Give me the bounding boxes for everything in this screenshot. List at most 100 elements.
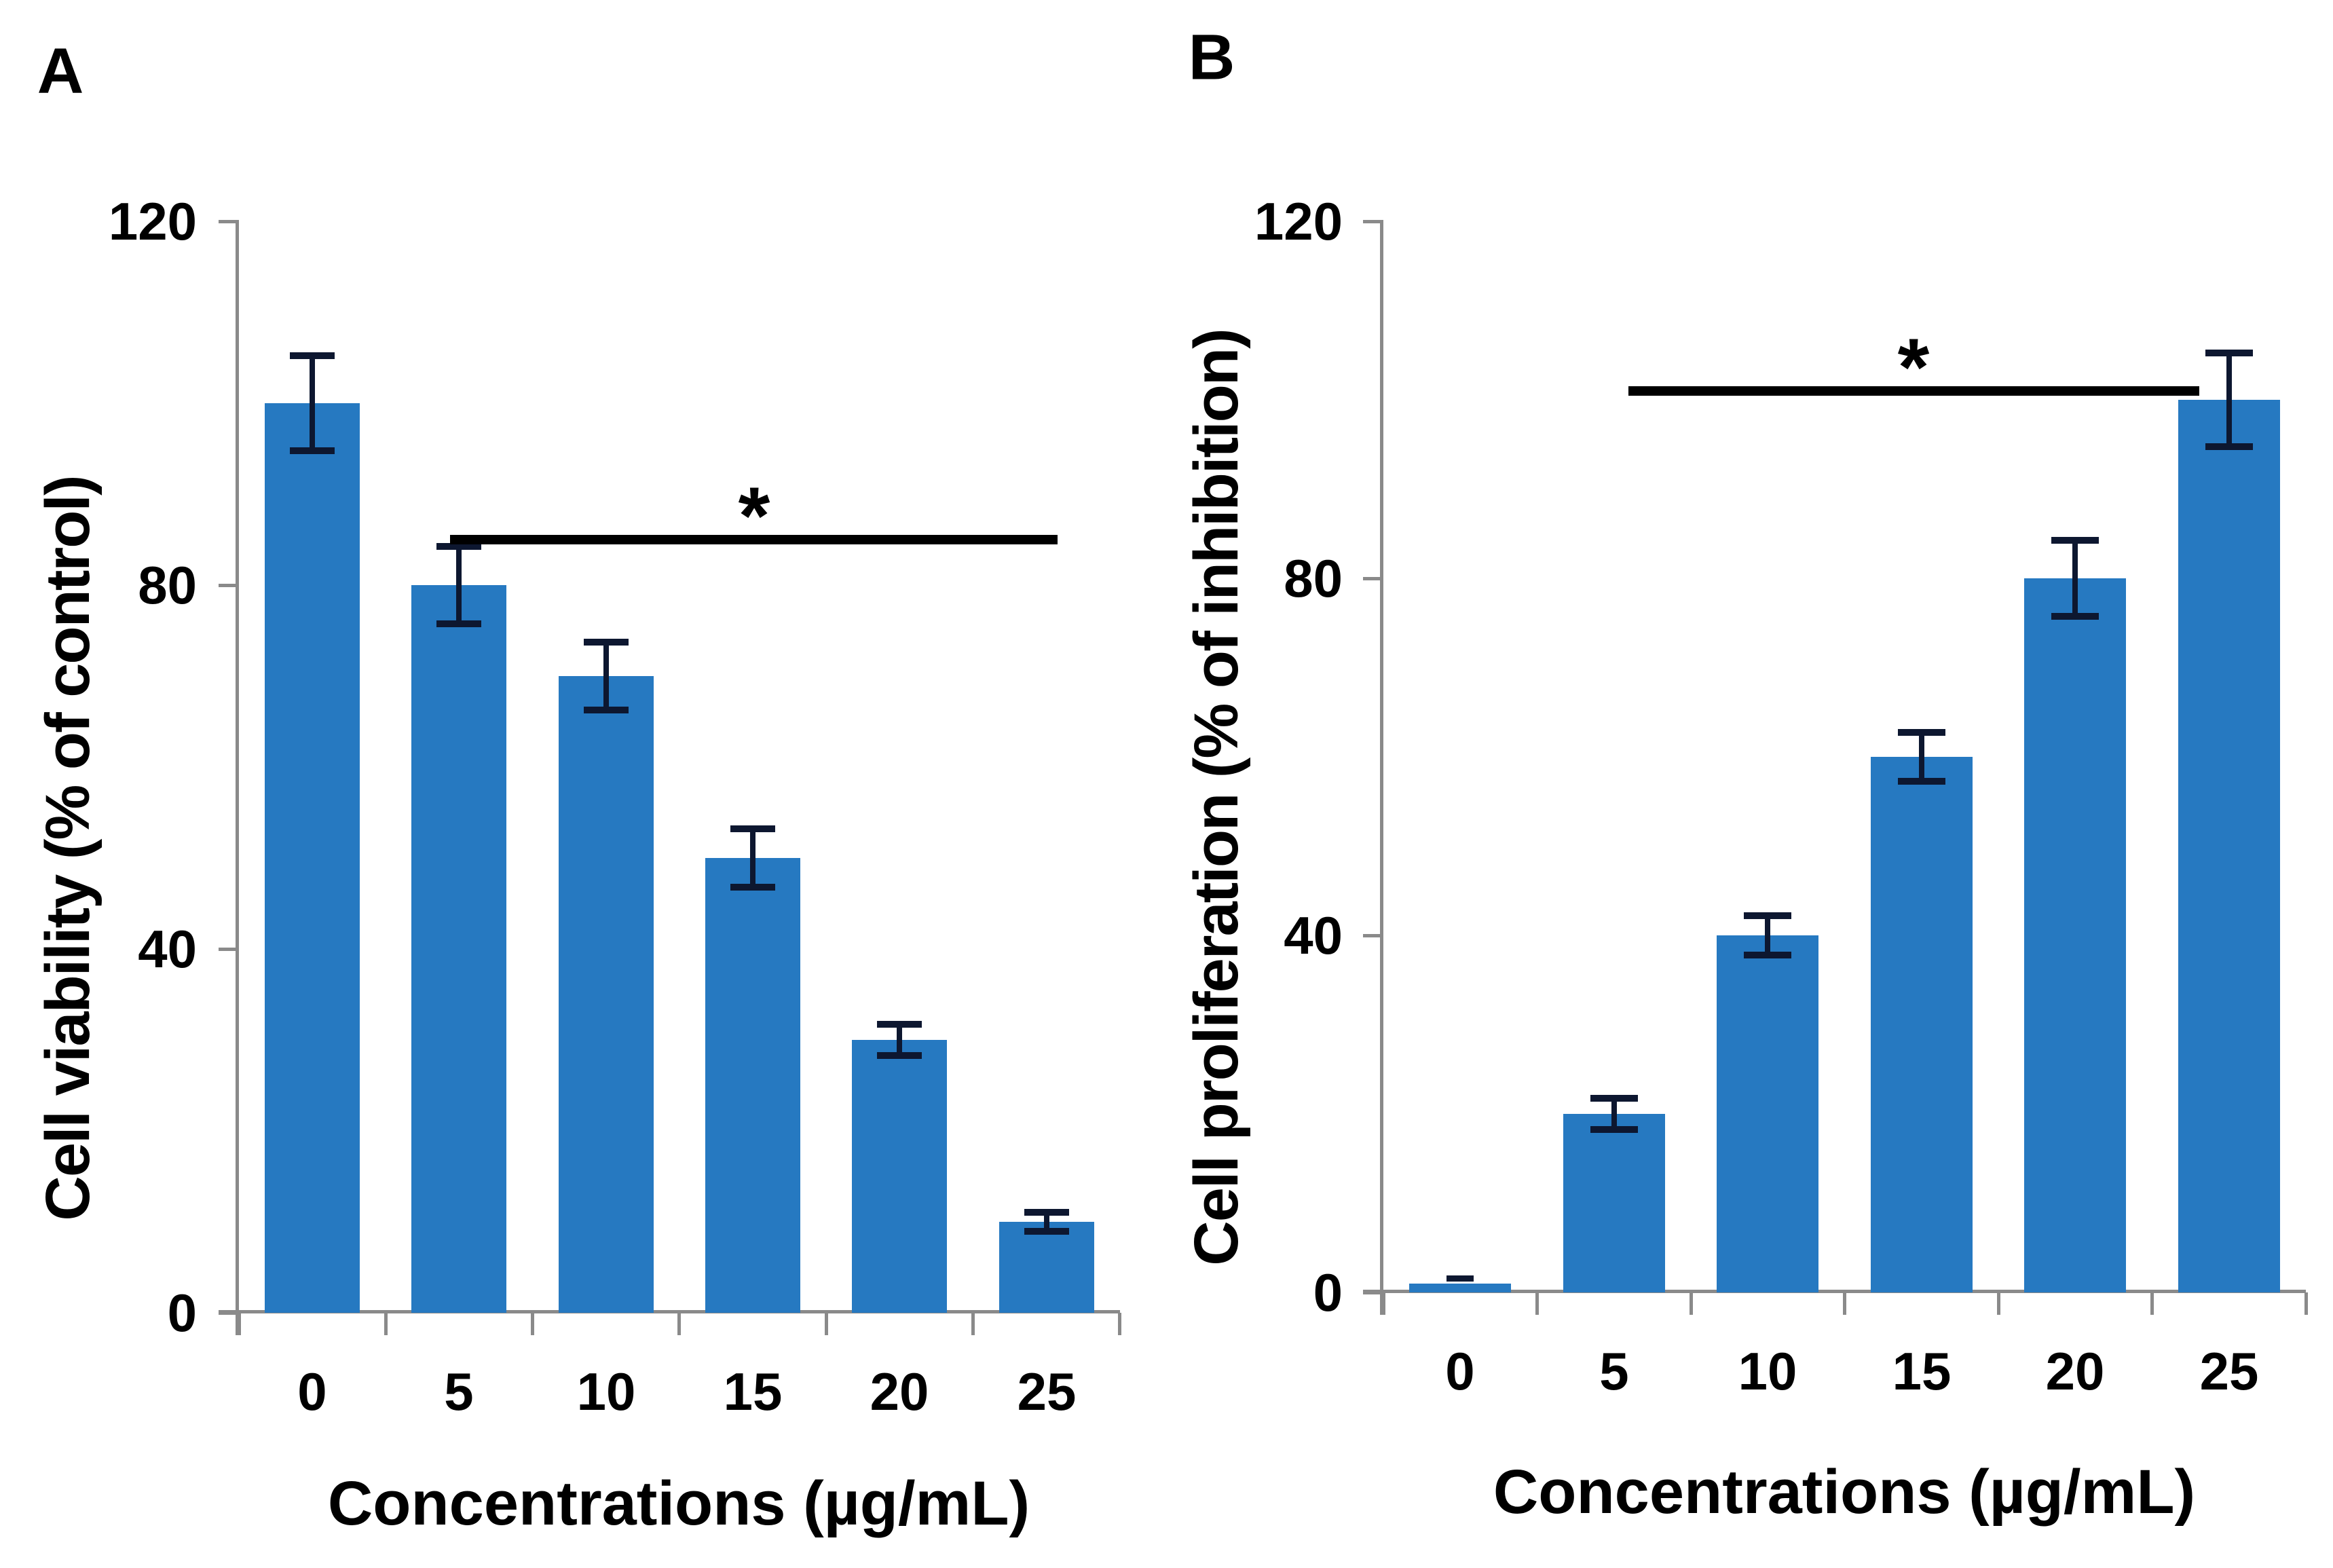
bar-5	[1563, 1114, 1665, 1292]
x-tick	[1118, 1313, 1121, 1335]
x-tick	[384, 1313, 388, 1335]
y-tick-label: 120	[1254, 191, 1343, 251]
bar-25	[999, 1222, 1094, 1313]
bar-20	[852, 1040, 947, 1313]
x-tick-label: 25	[1017, 1362, 1077, 1421]
error-bar-cap-top	[1744, 912, 1791, 919]
x-axis-line	[219, 1310, 1120, 1313]
bar-5	[411, 585, 506, 1313]
error-bar	[2226, 355, 2232, 445]
y-tick	[1363, 220, 1383, 223]
error-bar-cap-bottom	[1744, 952, 1791, 958]
error-bar	[1919, 734, 1924, 779]
bar-10	[559, 676, 654, 1313]
error-bar	[897, 1026, 902, 1053]
significance-line	[450, 535, 1058, 544]
significance-line	[1628, 386, 2199, 396]
error-bar	[1447, 1275, 1474, 1282]
x-tick	[2304, 1292, 2308, 1315]
bar-10	[1717, 935, 1818, 1292]
y-tick	[1363, 577, 1383, 580]
y-tick-label: 120	[108, 191, 197, 251]
error-bar-cap-bottom	[1024, 1228, 1069, 1235]
error-bar-cap-bottom	[290, 447, 335, 454]
error-bar-cap-bottom	[877, 1052, 922, 1059]
error-bar-cap-top	[1024, 1209, 1069, 1216]
error-bar	[1765, 918, 1770, 954]
error-bar	[1611, 1100, 1617, 1127]
bar-0	[1409, 1284, 1511, 1292]
error-bar	[2072, 542, 2078, 614]
error-bar-cap-top	[584, 639, 629, 646]
y-tick-label: 40	[1284, 906, 1343, 965]
x-tick-label: 0	[297, 1362, 327, 1421]
x-axis-line	[1363, 1290, 2306, 1293]
error-bar	[1044, 1214, 1049, 1229]
x-tick-label: 20	[2045, 1341, 2105, 1401]
y-tick	[219, 1311, 239, 1315]
y-axis-title: Cell proliferation (% of inhibition)	[1182, 329, 1251, 1266]
error-bar-cap-top	[877, 1021, 922, 1028]
x-axis-title: Concentrations (µg/mL)	[327, 1469, 1030, 1538]
x-tick	[1382, 1292, 1385, 1315]
x-tick-label: 15	[1892, 1341, 1952, 1401]
y-tick	[219, 584, 239, 587]
error-bar-cap-top	[1898, 729, 1945, 736]
error-bar-cap-top	[2205, 350, 2253, 356]
panel-label: A	[37, 35, 84, 107]
bar-15	[705, 858, 800, 1313]
x-tick	[825, 1313, 828, 1335]
x-tick-label: 5	[444, 1362, 474, 1421]
x-tick	[1843, 1292, 1846, 1315]
error-bar-cap-top	[1590, 1095, 1638, 1102]
y-tick-label: 0	[167, 1283, 197, 1343]
error-bar-cap-bottom	[730, 884, 775, 891]
y-tick	[219, 948, 239, 951]
error-bar-cap-top	[436, 543, 481, 550]
x-tick-label: 20	[870, 1362, 929, 1421]
x-tick	[531, 1313, 534, 1335]
error-bar	[310, 358, 315, 449]
y-axis-line	[1380, 221, 1383, 1315]
significance-asterisk: *	[1897, 322, 1930, 413]
error-bar-cap-top	[290, 352, 335, 359]
x-tick	[1535, 1292, 1539, 1315]
x-tick	[677, 1313, 681, 1335]
bar-0	[265, 403, 360, 1313]
bar-20	[2024, 578, 2126, 1292]
x-tick-label: 10	[1738, 1341, 1797, 1401]
error-bar-cap-bottom	[584, 707, 629, 713]
y-tick-label: 0	[1313, 1263, 1343, 1322]
x-tick	[2150, 1292, 2154, 1315]
y-tick	[219, 220, 239, 223]
y-tick	[1363, 1291, 1383, 1294]
error-bar-cap-bottom	[2205, 443, 2253, 450]
error-bar	[456, 548, 462, 621]
bar-25	[2178, 400, 2280, 1292]
error-bar-cap-top	[2051, 537, 2099, 544]
y-tick-label: 80	[138, 555, 197, 615]
error-bar-cap-bottom	[1898, 778, 1945, 785]
error-bar	[603, 644, 609, 708]
y-tick	[1363, 934, 1383, 937]
significance-asterisk: *	[738, 470, 770, 561]
error-bar-cap-bottom	[2051, 613, 2099, 620]
x-tick-label: 15	[723, 1362, 783, 1421]
bar-15	[1871, 757, 1973, 1292]
x-tick	[1997, 1292, 2000, 1315]
x-axis-title: Concentrations (µg/mL)	[1493, 1457, 2196, 1527]
x-tick	[1690, 1292, 1693, 1315]
error-bar	[750, 831, 755, 885]
y-axis-line	[236, 221, 239, 1335]
y-tick-label: 80	[1284, 548, 1343, 608]
x-tick-label: 25	[2199, 1341, 2259, 1401]
error-bar-cap-top	[730, 825, 775, 832]
x-tick-label: 0	[1445, 1341, 1475, 1401]
error-bar-cap-bottom	[1590, 1126, 1638, 1133]
error-bar-cap-bottom	[436, 620, 481, 627]
x-tick	[971, 1313, 975, 1335]
x-tick	[238, 1313, 241, 1335]
